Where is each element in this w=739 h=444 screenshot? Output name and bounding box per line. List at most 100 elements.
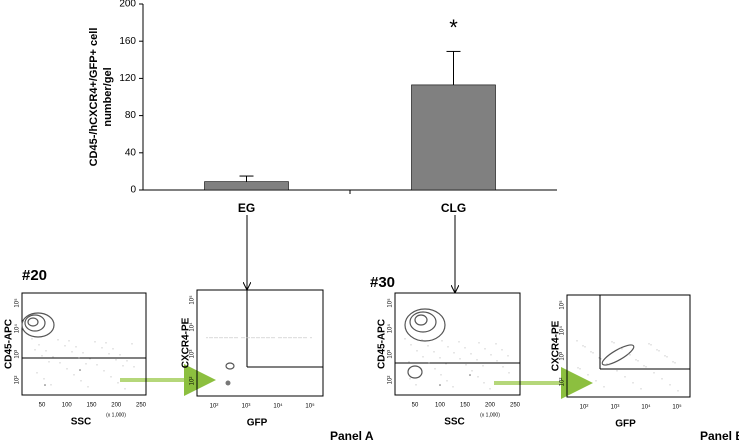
contour [225,362,235,370]
contour [407,365,423,379]
event-dot [501,349,503,351]
y-axis-label: CXCR4-PE [181,317,192,368]
event-dot [96,364,98,366]
x-tick-label: 10² [580,405,589,411]
x-tick-label: 150 [86,403,97,409]
event-dot [248,337,250,339]
event-dot [285,337,287,339]
event-dot [464,347,466,349]
x-scale-note: (x 1,000) [106,412,126,418]
event-dot [243,337,245,339]
event-dot [496,360,498,362]
event-dot [489,388,491,390]
y-tick-label: 10² [388,376,394,385]
event-dot [606,363,608,365]
panel-caption: Panel A [330,429,374,443]
y-tick-label: 10³ [190,350,196,359]
event-dot [587,374,589,376]
event-dot [41,355,43,357]
event-dot [64,345,66,347]
event-dot [471,370,473,372]
y-tick-label: 10⁵ [387,298,394,308]
y-tick-label: 160 [119,36,136,47]
y-tick-label: 10⁵ [559,300,566,310]
event-dot [434,368,436,370]
y-tick-label: 10³ [560,352,566,361]
event-dot [408,361,410,363]
event-dot [224,337,226,339]
y-tick-label: 200 [119,0,136,10]
event-dot [283,337,285,339]
y-tick-label: 10² [560,378,566,387]
panel-id: #30 [370,274,395,291]
event-dot [582,345,584,347]
event-dot [31,338,33,340]
plot-frame [394,292,521,396]
event-dot [458,341,460,343]
event-dot [131,343,133,345]
y-axis-label: number/gel [102,67,114,126]
event-dot [263,337,265,339]
x-tick-label: 10⁴ [641,404,651,411]
event-dot [482,365,484,367]
event-dot [280,337,282,339]
event-dot [484,348,486,350]
event-dot [469,374,471,376]
event-dot [624,376,626,378]
x-axis-label: SSC [444,417,465,428]
event-dot [68,340,70,342]
event-dot [440,374,442,376]
event-dot [268,337,270,339]
event-dot [112,348,114,350]
event-dot [645,366,647,368]
event-dot [439,357,441,359]
event-dot [303,337,305,339]
x-tick-label: 100 [62,403,73,409]
event-dot [664,355,666,357]
event-dot [251,337,253,339]
y-tick-label: 120 [119,73,136,84]
y-tick-label: 10⁵ [14,298,21,308]
event-dot [44,384,46,386]
y-tick-label: 0 [130,185,136,196]
event-dot [236,337,238,339]
event-dot [409,378,411,380]
y-axis-label: CD45-/hCXCR4+/GFP+ cell [88,28,100,167]
event-dot [658,350,660,352]
event-dot [648,343,650,345]
bar [411,84,496,191]
event-dot [110,376,112,378]
event-cluster [225,380,231,386]
event-dot [79,369,81,371]
x-tick-label: 10⁵ [672,404,682,411]
event-dot [50,384,52,386]
event-dot [211,337,213,339]
event-dot [459,358,461,360]
event-dot [295,337,297,339]
x-axis-label: SSC [71,417,92,428]
event-dot [598,357,600,359]
event-dot [271,337,273,339]
event-dot [627,353,629,355]
event-dot [669,384,671,386]
event-dot [34,349,36,351]
event-dot [507,355,509,357]
event-dot [421,339,423,341]
event-dot [427,345,429,347]
event-dot [502,366,504,368]
event-dot [310,337,312,339]
event-dot [209,337,211,339]
event-dot [73,374,75,376]
x-tick-label: 10³ [242,404,251,410]
event-dot [80,380,82,382]
event-dot [416,350,418,352]
event-dot [635,359,637,361]
event-dot [672,361,674,363]
event-dot [477,376,479,378]
event-dot [619,347,621,349]
event-dot [632,382,634,384]
event-dot [439,384,441,386]
event-dot [433,351,435,353]
event-dot [476,359,478,361]
x-scale-note: (x 1,000) [480,412,500,418]
